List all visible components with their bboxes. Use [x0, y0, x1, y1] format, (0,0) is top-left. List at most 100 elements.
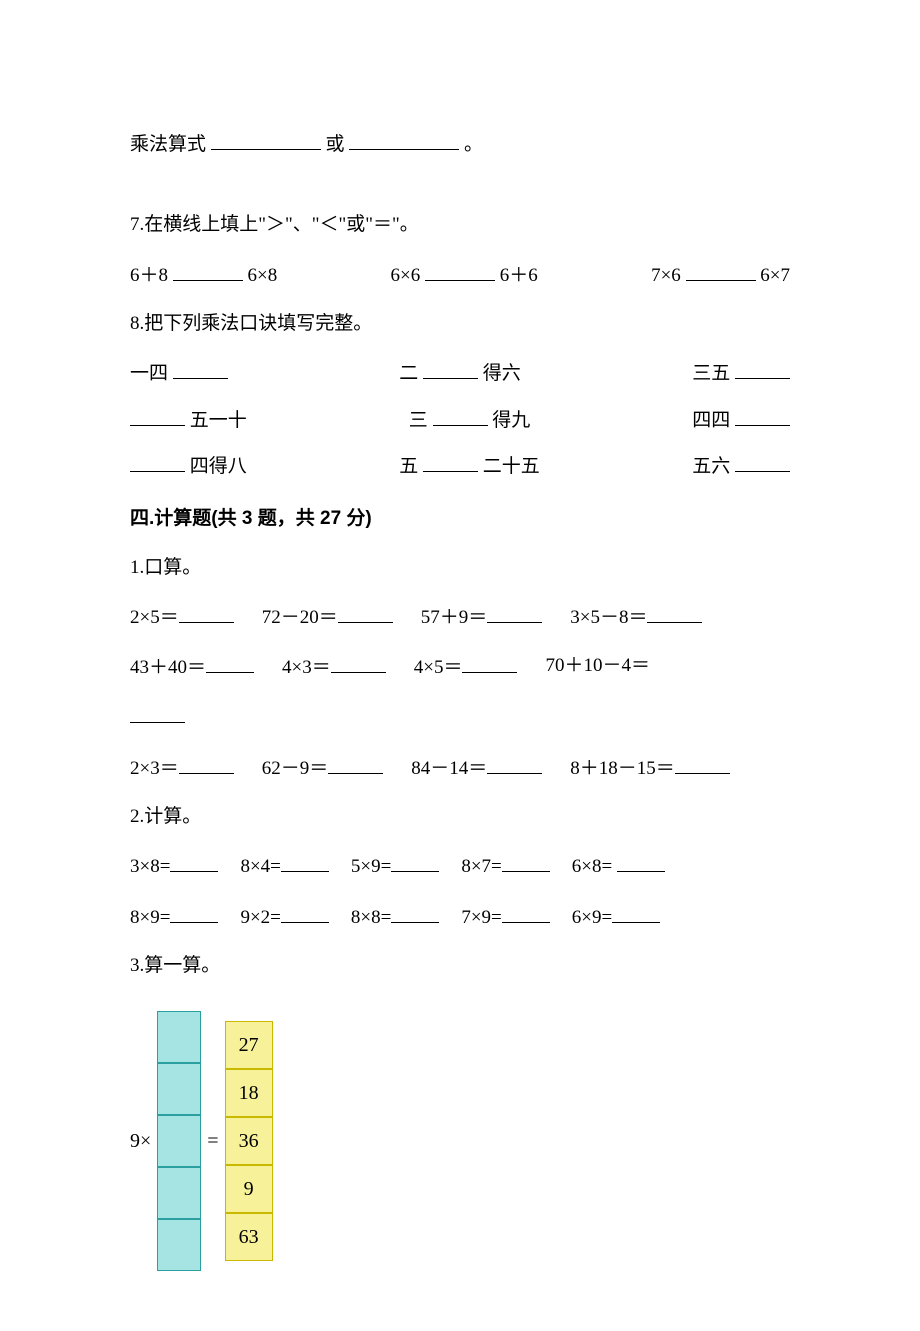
c2-row2: 8×9= 9×2= 8×8= 7×9= 6×9=	[130, 901, 790, 933]
fill-blank[interactable]	[425, 259, 495, 281]
calc-item: 4×5＝	[414, 651, 518, 683]
expr: 6＋6	[500, 265, 538, 286]
calc-item: 4×3＝	[282, 651, 386, 683]
top-fragment-line: 乘法算式 或 。	[130, 128, 790, 160]
fill-blank[interactable]	[179, 752, 234, 774]
c1-row3: 2×3＝ 62－9＝ 84－14＝ 8＋18－15＝	[130, 752, 790, 784]
phrase: 二 得六	[399, 357, 521, 389]
calc-item: 72－20＝	[262, 601, 393, 633]
fill-blank[interactable]	[211, 128, 321, 150]
expr: 70＋10－4＝	[545, 655, 650, 676]
fill-blank[interactable]	[612, 901, 660, 923]
fill-blank[interactable]	[462, 651, 517, 673]
fill-blank[interactable]	[433, 404, 488, 426]
fill-blank[interactable]	[391, 901, 439, 923]
fill-blank[interactable]	[735, 357, 790, 379]
text: 四四	[692, 410, 730, 431]
expr: 57＋9＝	[421, 607, 488, 628]
c2-row1: 3×8= 8×4= 5×9= 8×7= 6×8=	[130, 850, 790, 882]
fill-blank[interactable]	[502, 901, 550, 923]
calc-item: 8×8=	[351, 901, 439, 933]
fill-blank[interactable]	[487, 601, 542, 623]
fill-blank[interactable]	[130, 450, 185, 472]
calc-item: 8×7=	[461, 850, 549, 882]
fill-blank[interactable]	[423, 357, 478, 379]
expr: 7×9=	[461, 907, 501, 928]
expr: 5×9=	[351, 856, 391, 877]
calc-item: 3×5－8＝	[570, 601, 702, 633]
expr: 8×4=	[240, 856, 280, 877]
text: 二十五	[483, 456, 540, 477]
c3-title: 3.算一算。	[130, 951, 790, 981]
fill-blank[interactable]	[170, 850, 218, 872]
c1-title: 1.口算。	[130, 553, 790, 583]
nine-times-label: 9×	[130, 1125, 151, 1157]
expr: 2×3＝	[130, 758, 179, 779]
fill-blank[interactable]	[487, 752, 542, 774]
expr: 6＋8	[130, 265, 168, 286]
text: 。	[464, 134, 483, 155]
fill-blank[interactable]	[281, 850, 329, 872]
text: 乘法算式	[130, 134, 206, 155]
expr: 4×5＝	[414, 657, 463, 678]
calc-item: 5×9=	[351, 850, 439, 882]
expr: 2×5＝	[130, 607, 179, 628]
fill-blank[interactable]	[170, 901, 218, 923]
phrase: 五 二十五	[399, 450, 540, 482]
expr: 4×3＝	[282, 657, 331, 678]
text: 得六	[483, 363, 521, 384]
result-cell: 18	[225, 1069, 273, 1117]
calc-item: 2×3＝	[130, 752, 234, 784]
fill-blank[interactable]	[173, 259, 243, 281]
c1-row1: 2×5＝ 72－20＝ 57＋9＝ 3×5－8＝	[130, 601, 790, 633]
fill-blank[interactable]	[130, 702, 185, 724]
q8-row2: 五一十 三 得九 四四	[130, 404, 790, 436]
fill-blank[interactable]	[349, 128, 459, 150]
expr: 3×8=	[130, 856, 170, 877]
fill-blank[interactable]	[391, 850, 439, 872]
fill-blank[interactable]	[647, 601, 702, 623]
input-cell[interactable]	[157, 1167, 201, 1219]
input-cell[interactable]	[157, 1063, 201, 1115]
calc-item: 7×9=	[461, 901, 549, 933]
fill-blank[interactable]	[130, 404, 185, 426]
fill-blank[interactable]	[173, 357, 228, 379]
q8-title: 8.把下列乘法口诀填写完整。	[130, 309, 790, 339]
fill-blank[interactable]	[735, 450, 790, 472]
expr: 43＋40＝	[130, 657, 206, 678]
phrase: 一四	[130, 357, 228, 389]
fill-blank[interactable]	[179, 601, 234, 623]
fill-blank[interactable]	[338, 601, 393, 623]
phrase: 三 得九	[409, 404, 531, 436]
text: 三五	[692, 363, 730, 384]
expr: 6×9=	[572, 907, 612, 928]
expr: 3×5－8＝	[570, 607, 647, 628]
expr: 62－9＝	[262, 758, 329, 779]
fill-blank[interactable]	[686, 259, 756, 281]
input-cell[interactable]	[157, 1011, 201, 1063]
equals-sign: =	[207, 1125, 218, 1157]
text: 得九	[492, 410, 530, 431]
compare-item: 7×6 6×7	[651, 259, 790, 291]
c3-diagram: 9× = 27 18 36 9 63	[130, 1011, 790, 1271]
input-cell[interactable]	[157, 1219, 201, 1271]
text: 二	[399, 363, 418, 384]
fill-blank[interactable]	[331, 651, 386, 673]
input-cell[interactable]	[157, 1115, 201, 1167]
fill-blank[interactable]	[617, 850, 665, 872]
text: 五一十	[190, 410, 247, 431]
fill-blank[interactable]	[735, 404, 790, 426]
fill-blank[interactable]	[675, 752, 730, 774]
fill-blank[interactable]	[206, 651, 254, 673]
fill-blank[interactable]	[281, 901, 329, 923]
fill-blank[interactable]	[423, 450, 478, 472]
result-column: 27 18 36 9 63	[225, 1021, 273, 1261]
phrase: 五六	[692, 450, 790, 482]
expr: 8＋18－15＝	[570, 758, 675, 779]
calc-item: 70＋10－4＝	[545, 651, 650, 683]
calc-item: 2×5＝	[130, 601, 234, 633]
expr: 8×8=	[351, 907, 391, 928]
phrase: 四四	[692, 404, 790, 436]
fill-blank[interactable]	[328, 752, 383, 774]
fill-blank[interactable]	[502, 850, 550, 872]
